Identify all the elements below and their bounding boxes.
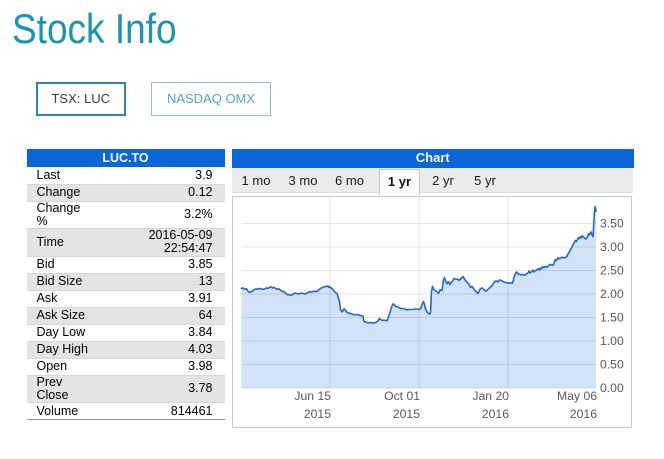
svg-text:Jan 20: Jan 20: [472, 389, 509, 403]
svg-text:2.50: 2.50: [600, 264, 624, 278]
svg-text:Oct 01: Oct 01: [384, 389, 420, 403]
svg-text:3.50: 3.50: [600, 217, 624, 231]
svg-text:0.50: 0.50: [600, 358, 624, 372]
svg-text:3.00: 3.00: [600, 240, 624, 254]
svg-text:2015: 2015: [304, 407, 331, 421]
svg-text:2015: 2015: [393, 407, 420, 421]
svg-text:2016: 2016: [482, 407, 509, 421]
svg-text:Jun 15: Jun 15: [294, 389, 331, 403]
svg-text:0.00: 0.00: [600, 381, 624, 395]
svg-text:1.00: 1.00: [600, 334, 624, 348]
svg-text:2.00: 2.00: [600, 287, 624, 301]
svg-text:May 06: May 06: [557, 389, 597, 403]
svg-text:1.50: 1.50: [600, 311, 624, 325]
svg-text:2016: 2016: [570, 407, 597, 421]
